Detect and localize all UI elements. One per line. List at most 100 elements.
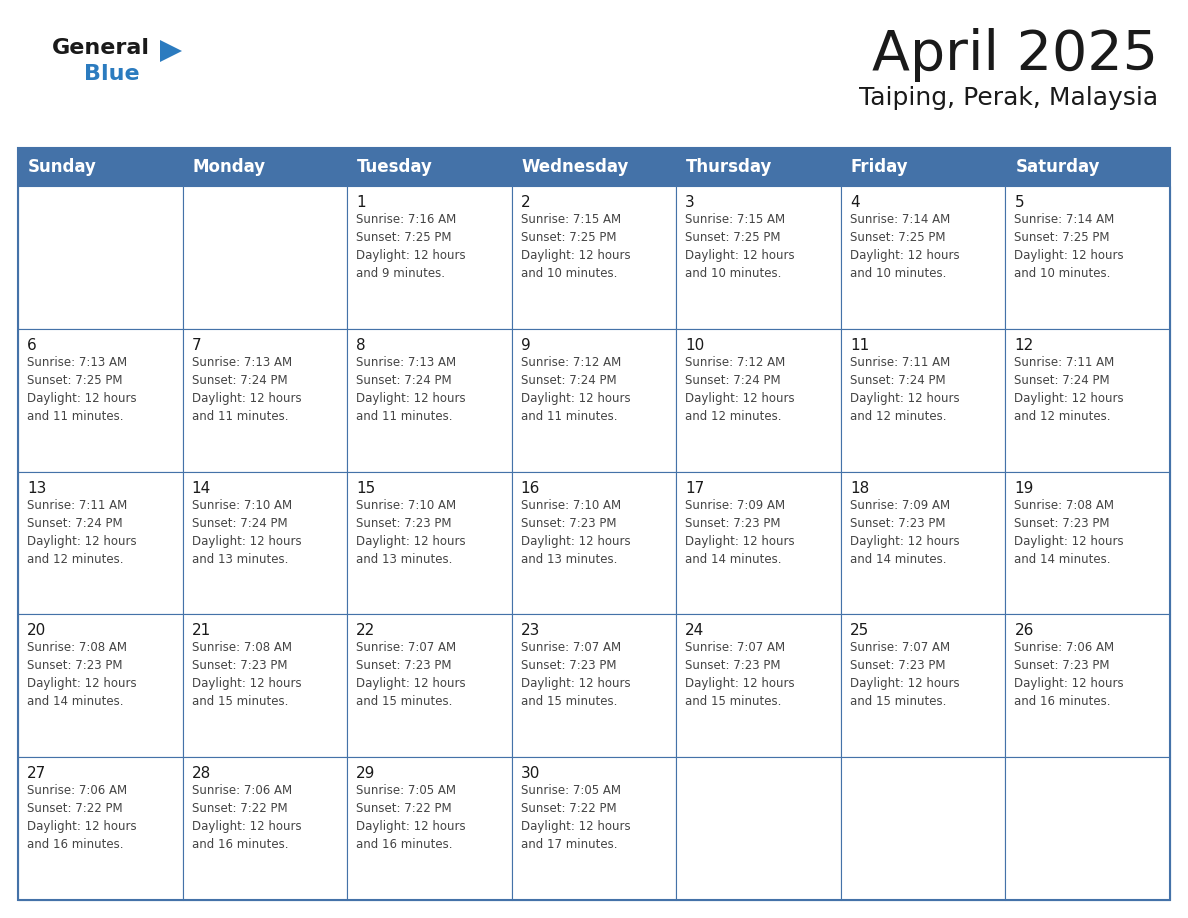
- Text: Sunrise: 7:11 AM
Sunset: 7:24 PM
Daylight: 12 hours
and 12 minutes.: Sunrise: 7:11 AM Sunset: 7:24 PM Dayligh…: [27, 498, 137, 565]
- Text: 25: 25: [849, 623, 870, 638]
- Text: Sunrise: 7:13 AM
Sunset: 7:24 PM
Daylight: 12 hours
and 11 minutes.: Sunrise: 7:13 AM Sunset: 7:24 PM Dayligh…: [356, 356, 466, 423]
- Bar: [183, 614, 347, 757]
- Text: Blue: Blue: [84, 64, 140, 84]
- Text: Sunrise: 7:13 AM
Sunset: 7:25 PM
Daylight: 12 hours
and 11 minutes.: Sunrise: 7:13 AM Sunset: 7:25 PM Dayligh…: [27, 356, 137, 423]
- Text: Sunrise: 7:11 AM
Sunset: 7:24 PM
Daylight: 12 hours
and 12 minutes.: Sunrise: 7:11 AM Sunset: 7:24 PM Dayligh…: [1015, 356, 1124, 423]
- Text: Monday: Monday: [192, 158, 266, 176]
- Text: 5: 5: [1015, 195, 1024, 210]
- Text: 2: 2: [520, 195, 530, 210]
- Text: Sunrise: 7:06 AM
Sunset: 7:22 PM
Daylight: 12 hours
and 16 minutes.: Sunrise: 7:06 AM Sunset: 7:22 PM Dayligh…: [191, 784, 302, 851]
- Text: Taiping, Perak, Malaysia: Taiping, Perak, Malaysia: [859, 86, 1158, 110]
- Bar: [676, 329, 841, 472]
- Text: 11: 11: [849, 338, 870, 353]
- Text: 30: 30: [520, 767, 541, 781]
- Text: Sunrise: 7:10 AM
Sunset: 7:24 PM
Daylight: 12 hours
and 13 minutes.: Sunrise: 7:10 AM Sunset: 7:24 PM Dayligh…: [191, 498, 302, 565]
- Text: 3: 3: [685, 195, 695, 210]
- Text: Sunrise: 7:06 AM
Sunset: 7:22 PM
Daylight: 12 hours
and 16 minutes.: Sunrise: 7:06 AM Sunset: 7:22 PM Dayligh…: [27, 784, 137, 851]
- Text: 24: 24: [685, 623, 704, 638]
- Text: Sunrise: 7:10 AM
Sunset: 7:23 PM
Daylight: 12 hours
and 13 minutes.: Sunrise: 7:10 AM Sunset: 7:23 PM Dayligh…: [520, 498, 631, 565]
- Text: Tuesday: Tuesday: [358, 158, 432, 176]
- Text: Sunrise: 7:07 AM
Sunset: 7:23 PM
Daylight: 12 hours
and 15 minutes.: Sunrise: 7:07 AM Sunset: 7:23 PM Dayligh…: [849, 642, 960, 709]
- Text: Sunrise: 7:15 AM
Sunset: 7:25 PM
Daylight: 12 hours
and 10 minutes.: Sunrise: 7:15 AM Sunset: 7:25 PM Dayligh…: [685, 213, 795, 280]
- Text: 21: 21: [191, 623, 210, 638]
- Text: Sunrise: 7:06 AM
Sunset: 7:23 PM
Daylight: 12 hours
and 16 minutes.: Sunrise: 7:06 AM Sunset: 7:23 PM Dayligh…: [1015, 642, 1124, 709]
- Bar: [676, 614, 841, 757]
- Text: 29: 29: [356, 767, 375, 781]
- Text: Sunrise: 7:09 AM
Sunset: 7:23 PM
Daylight: 12 hours
and 14 minutes.: Sunrise: 7:09 AM Sunset: 7:23 PM Dayligh…: [685, 498, 795, 565]
- Text: Sunrise: 7:16 AM
Sunset: 7:25 PM
Daylight: 12 hours
and 9 minutes.: Sunrise: 7:16 AM Sunset: 7:25 PM Dayligh…: [356, 213, 466, 280]
- Text: Sunrise: 7:12 AM
Sunset: 7:24 PM
Daylight: 12 hours
and 11 minutes.: Sunrise: 7:12 AM Sunset: 7:24 PM Dayligh…: [520, 356, 631, 423]
- Text: 27: 27: [27, 767, 46, 781]
- Bar: [347, 186, 512, 329]
- Text: 18: 18: [849, 481, 870, 496]
- Bar: [841, 757, 1005, 900]
- Text: 17: 17: [685, 481, 704, 496]
- Bar: [841, 614, 1005, 757]
- Text: Sunrise: 7:08 AM
Sunset: 7:23 PM
Daylight: 12 hours
and 14 minutes.: Sunrise: 7:08 AM Sunset: 7:23 PM Dayligh…: [1015, 498, 1124, 565]
- Text: 8: 8: [356, 338, 366, 353]
- Text: Saturday: Saturday: [1016, 158, 1100, 176]
- Text: Sunrise: 7:10 AM
Sunset: 7:23 PM
Daylight: 12 hours
and 13 minutes.: Sunrise: 7:10 AM Sunset: 7:23 PM Dayligh…: [356, 498, 466, 565]
- Text: Sunrise: 7:14 AM
Sunset: 7:25 PM
Daylight: 12 hours
and 10 minutes.: Sunrise: 7:14 AM Sunset: 7:25 PM Dayligh…: [1015, 213, 1124, 280]
- Text: 20: 20: [27, 623, 46, 638]
- Bar: [676, 186, 841, 329]
- Text: Wednesday: Wednesday: [522, 158, 630, 176]
- Text: Sunrise: 7:12 AM
Sunset: 7:24 PM
Daylight: 12 hours
and 12 minutes.: Sunrise: 7:12 AM Sunset: 7:24 PM Dayligh…: [685, 356, 795, 423]
- Text: Sunrise: 7:15 AM
Sunset: 7:25 PM
Daylight: 12 hours
and 10 minutes.: Sunrise: 7:15 AM Sunset: 7:25 PM Dayligh…: [520, 213, 631, 280]
- Bar: [18, 472, 183, 614]
- Text: Friday: Friday: [851, 158, 909, 176]
- Bar: [18, 757, 183, 900]
- Bar: [676, 757, 841, 900]
- Polygon shape: [160, 40, 182, 62]
- Bar: [841, 186, 1005, 329]
- Text: Sunrise: 7:07 AM
Sunset: 7:23 PM
Daylight: 12 hours
and 15 minutes.: Sunrise: 7:07 AM Sunset: 7:23 PM Dayligh…: [520, 642, 631, 709]
- Bar: [512, 472, 676, 614]
- Bar: [512, 614, 676, 757]
- Bar: [347, 329, 512, 472]
- Text: 6: 6: [27, 338, 37, 353]
- Text: 10: 10: [685, 338, 704, 353]
- Bar: [18, 614, 183, 757]
- Text: 15: 15: [356, 481, 375, 496]
- Text: Sunrise: 7:11 AM
Sunset: 7:24 PM
Daylight: 12 hours
and 12 minutes.: Sunrise: 7:11 AM Sunset: 7:24 PM Dayligh…: [849, 356, 960, 423]
- Text: Sunrise: 7:13 AM
Sunset: 7:24 PM
Daylight: 12 hours
and 11 minutes.: Sunrise: 7:13 AM Sunset: 7:24 PM Dayligh…: [191, 356, 302, 423]
- Text: Sunrise: 7:14 AM
Sunset: 7:25 PM
Daylight: 12 hours
and 10 minutes.: Sunrise: 7:14 AM Sunset: 7:25 PM Dayligh…: [849, 213, 960, 280]
- Text: Sunrise: 7:05 AM
Sunset: 7:22 PM
Daylight: 12 hours
and 16 minutes.: Sunrise: 7:05 AM Sunset: 7:22 PM Dayligh…: [356, 784, 466, 851]
- Text: 13: 13: [27, 481, 46, 496]
- Bar: [512, 757, 676, 900]
- Text: 26: 26: [1015, 623, 1034, 638]
- Text: 23: 23: [520, 623, 541, 638]
- Text: Sunrise: 7:07 AM
Sunset: 7:23 PM
Daylight: 12 hours
and 15 minutes.: Sunrise: 7:07 AM Sunset: 7:23 PM Dayligh…: [356, 642, 466, 709]
- Text: 14: 14: [191, 481, 210, 496]
- Text: Sunrise: 7:05 AM
Sunset: 7:22 PM
Daylight: 12 hours
and 17 minutes.: Sunrise: 7:05 AM Sunset: 7:22 PM Dayligh…: [520, 784, 631, 851]
- Bar: [18, 329, 183, 472]
- Text: 4: 4: [849, 195, 859, 210]
- Text: 22: 22: [356, 623, 375, 638]
- Bar: [512, 186, 676, 329]
- Text: April 2025: April 2025: [872, 28, 1158, 82]
- Bar: [512, 329, 676, 472]
- Bar: [841, 472, 1005, 614]
- Text: 1: 1: [356, 195, 366, 210]
- Bar: [183, 329, 347, 472]
- Text: 7: 7: [191, 338, 201, 353]
- Bar: [676, 472, 841, 614]
- Bar: [18, 148, 1170, 186]
- Bar: [1005, 757, 1170, 900]
- Text: Sunrise: 7:09 AM
Sunset: 7:23 PM
Daylight: 12 hours
and 14 minutes.: Sunrise: 7:09 AM Sunset: 7:23 PM Dayligh…: [849, 498, 960, 565]
- Text: 19: 19: [1015, 481, 1034, 496]
- Bar: [1005, 614, 1170, 757]
- Text: General: General: [52, 38, 150, 58]
- Bar: [183, 757, 347, 900]
- Text: Sunday: Sunday: [29, 158, 97, 176]
- Bar: [1005, 329, 1170, 472]
- Bar: [18, 186, 183, 329]
- Bar: [347, 472, 512, 614]
- Text: 9: 9: [520, 338, 531, 353]
- Bar: [183, 186, 347, 329]
- Text: 16: 16: [520, 481, 541, 496]
- Text: Thursday: Thursday: [687, 158, 772, 176]
- Bar: [18, 148, 1170, 900]
- Bar: [347, 614, 512, 757]
- Text: Sunrise: 7:07 AM
Sunset: 7:23 PM
Daylight: 12 hours
and 15 minutes.: Sunrise: 7:07 AM Sunset: 7:23 PM Dayligh…: [685, 642, 795, 709]
